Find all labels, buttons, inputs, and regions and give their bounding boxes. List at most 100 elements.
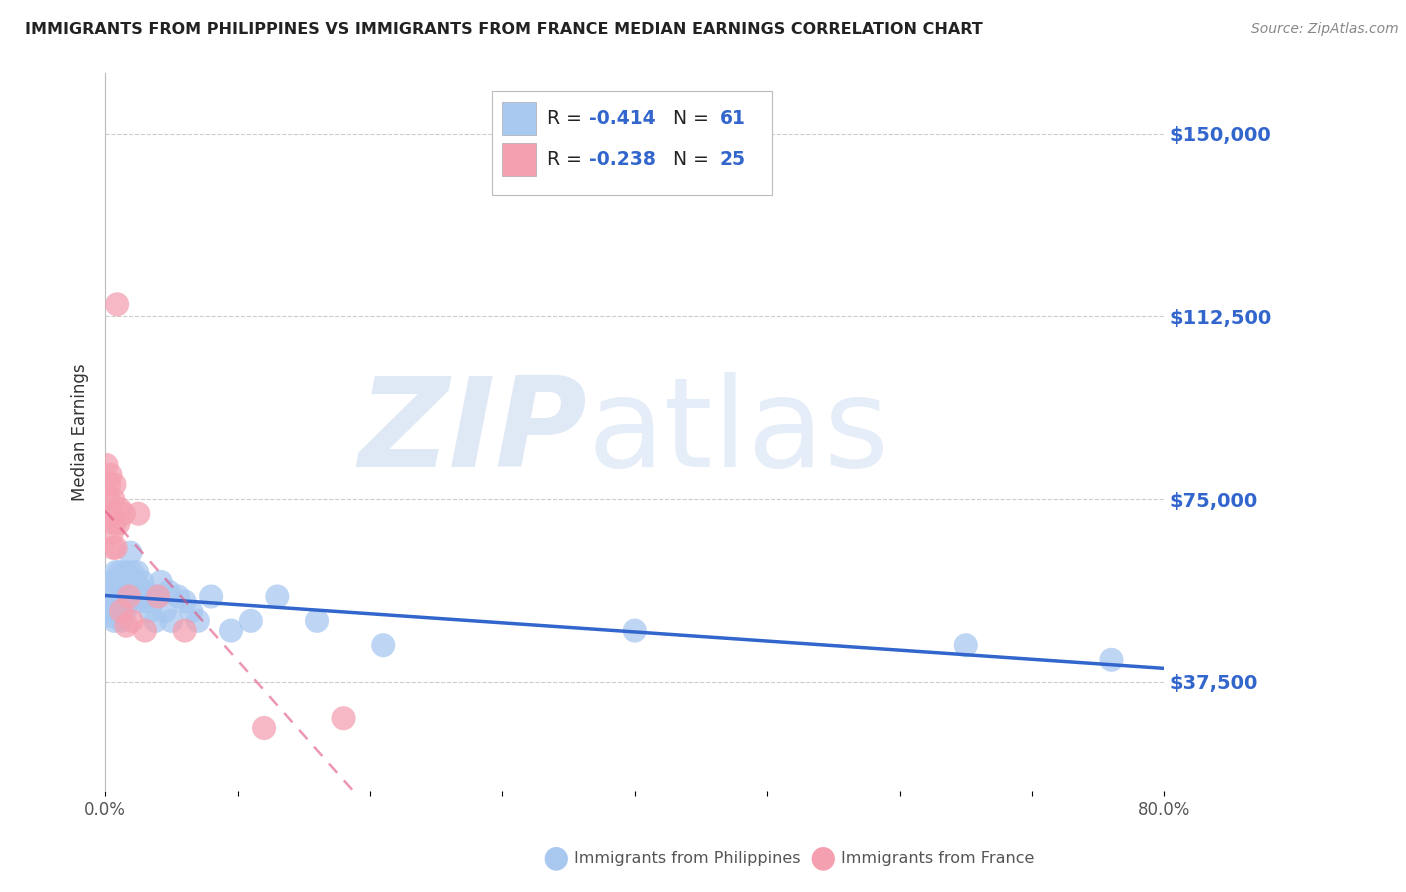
Point <box>110 614 132 628</box>
Point <box>101 492 124 507</box>
Point <box>105 599 128 614</box>
Point <box>253 721 276 735</box>
Text: 25: 25 <box>720 150 745 169</box>
Point <box>127 580 149 594</box>
Point <box>96 458 118 472</box>
Point <box>97 492 120 507</box>
Point <box>136 594 159 608</box>
Point <box>955 638 977 652</box>
Point <box>200 590 222 604</box>
Point <box>104 565 127 579</box>
Point <box>142 590 165 604</box>
Text: -0.238: -0.238 <box>589 150 657 169</box>
FancyBboxPatch shape <box>492 91 772 195</box>
Point <box>114 565 136 579</box>
Point <box>121 614 143 628</box>
Point <box>100 584 122 599</box>
Point <box>108 565 131 579</box>
Point <box>124 590 146 604</box>
Point <box>100 507 122 521</box>
Point <box>107 516 129 531</box>
Point <box>115 618 138 632</box>
Point <box>100 467 122 482</box>
Point <box>101 599 124 614</box>
Point <box>118 594 141 608</box>
Text: -0.414: -0.414 <box>589 109 655 128</box>
Text: IMMIGRANTS FROM PHILIPPINES VS IMMIGRANTS FROM FRANCE MEDIAN EARNINGS CORRELATIO: IMMIGRANTS FROM PHILIPPINES VS IMMIGRANT… <box>25 22 983 37</box>
Point <box>173 624 195 638</box>
Point <box>139 604 162 618</box>
Point <box>149 574 172 589</box>
Point <box>332 711 354 725</box>
Point <box>108 501 131 516</box>
Text: Source: ZipAtlas.com: Source: ZipAtlas.com <box>1251 22 1399 37</box>
Point <box>101 604 124 618</box>
Point <box>623 624 645 638</box>
Point <box>117 574 139 589</box>
Point <box>103 516 125 531</box>
Point <box>127 507 149 521</box>
Point <box>305 614 328 628</box>
Point <box>128 594 150 608</box>
Point <box>111 599 134 614</box>
Point <box>104 590 127 604</box>
Text: N =: N = <box>661 109 716 128</box>
Text: ●: ● <box>810 844 835 872</box>
Point <box>131 574 153 589</box>
Point <box>104 541 127 555</box>
Point <box>115 584 138 599</box>
Y-axis label: Median Earnings: Median Earnings <box>72 363 89 501</box>
Text: 61: 61 <box>720 109 745 128</box>
Point <box>98 477 121 491</box>
Point <box>373 638 395 652</box>
Point <box>160 614 183 628</box>
Point <box>108 590 131 604</box>
Point <box>167 590 190 604</box>
Text: Immigrants from France: Immigrants from France <box>841 851 1035 865</box>
Point <box>100 609 122 624</box>
Point <box>112 507 135 521</box>
Point <box>103 477 125 491</box>
Text: ZIP: ZIP <box>359 372 588 492</box>
Text: atlas: atlas <box>588 372 889 492</box>
Point <box>118 590 141 604</box>
Point <box>124 574 146 589</box>
Text: R =: R = <box>547 150 588 169</box>
Point <box>107 604 129 618</box>
Point <box>98 594 121 608</box>
Point <box>153 604 176 618</box>
Point <box>120 546 142 560</box>
Text: R =: R = <box>547 109 588 128</box>
Point <box>103 614 125 628</box>
Point <box>180 604 202 618</box>
Point <box>105 297 128 311</box>
Point <box>114 604 136 618</box>
Point <box>1099 653 1122 667</box>
Point <box>146 590 169 604</box>
Point <box>101 541 124 555</box>
Point <box>105 580 128 594</box>
Point <box>146 590 169 604</box>
Point <box>101 574 124 589</box>
Point <box>266 590 288 604</box>
Point <box>134 584 156 599</box>
Point <box>121 565 143 579</box>
Point <box>157 584 180 599</box>
Point <box>97 604 120 618</box>
Point <box>219 624 242 638</box>
Point <box>96 590 118 604</box>
Point <box>110 594 132 608</box>
Point <box>173 594 195 608</box>
Point <box>101 526 124 541</box>
Text: Immigrants from Philippines: Immigrants from Philippines <box>574 851 800 865</box>
Point <box>187 614 209 628</box>
Point <box>103 594 125 608</box>
Point <box>107 584 129 599</box>
Point <box>239 614 262 628</box>
Point <box>125 565 148 579</box>
Point <box>112 590 135 604</box>
Text: N =: N = <box>661 150 716 169</box>
Point <box>145 614 167 628</box>
FancyBboxPatch shape <box>502 143 536 176</box>
Point <box>111 580 134 594</box>
